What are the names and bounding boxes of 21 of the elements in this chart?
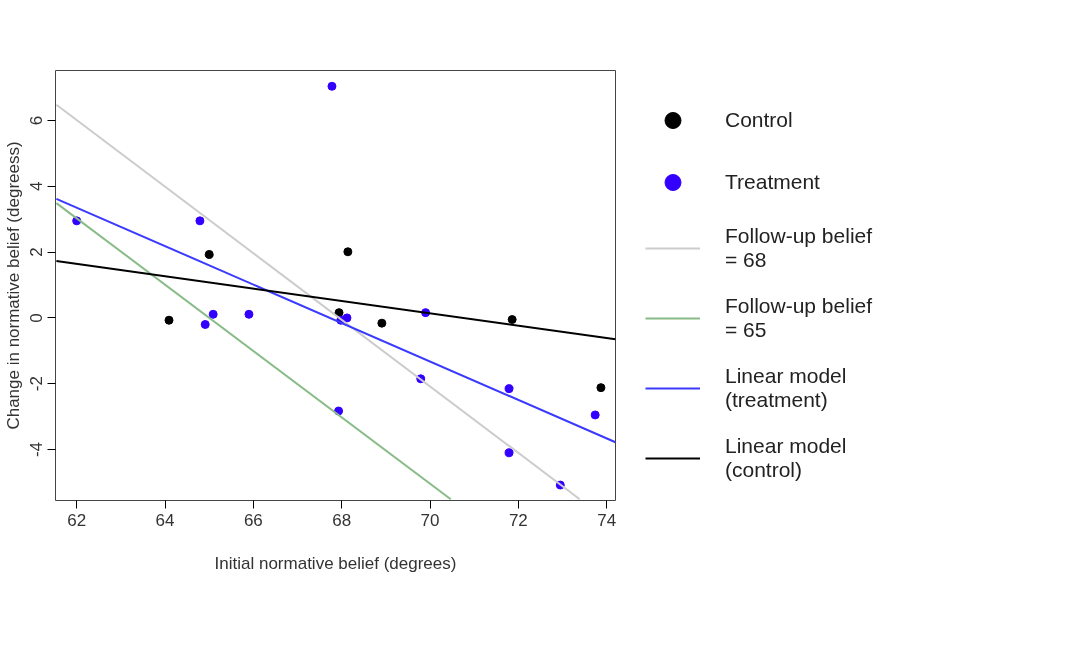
y-tick-label: 6 (27, 115, 47, 126)
x-tick-label: 70 (420, 510, 440, 530)
y-tick-label: -4 (27, 441, 47, 458)
x-tick-label: 68 (332, 510, 352, 530)
legend-label: Control (725, 108, 793, 132)
legend-label: Follow-up belief = 65 (725, 294, 873, 342)
x-tick-label: 74 (597, 510, 617, 530)
legend-label: Linear model (treatment) (725, 364, 847, 412)
legend-label: Treatment (725, 170, 820, 194)
x-axis-title: Initial normative belief (degrees) (214, 553, 457, 573)
x-tick-label: 66 (243, 510, 263, 530)
y-tick-label: -2 (27, 376, 47, 392)
y-axis-title: Change in normative belief (degreess) (3, 141, 23, 430)
y-tick-label: 0 (27, 313, 47, 323)
x-tick-label: 64 (155, 510, 175, 530)
legend-label: Follow-up belief = 68 (725, 224, 873, 272)
x-tick-label: 62 (67, 510, 87, 530)
y-tick-label: 2 (27, 247, 47, 257)
x-tick-label: 72 (508, 510, 528, 530)
y-tick-label: 4 (27, 181, 47, 192)
legend-label: Linear model (control) (725, 434, 847, 482)
